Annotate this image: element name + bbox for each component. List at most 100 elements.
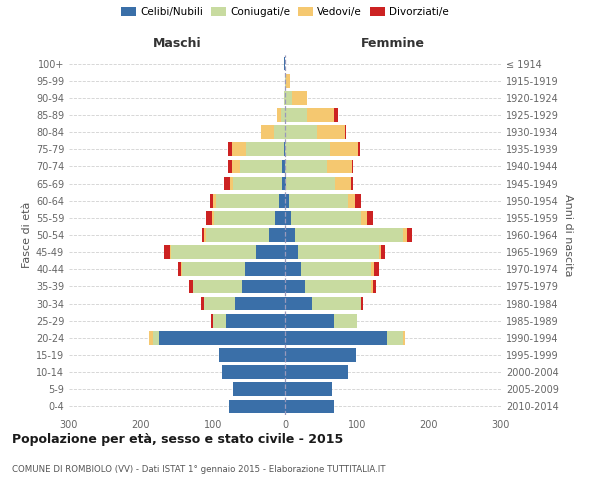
Bar — [295, 228, 403, 242]
Bar — [228, 142, 232, 156]
Bar — [358, 142, 360, 156]
Text: Popolazione per età, sesso e stato civile - 2015: Popolazione per età, sesso e stato civil… — [12, 432, 343, 446]
Bar — [286, 74, 290, 88]
Bar — [181, 262, 182, 276]
Bar — [285, 280, 305, 293]
Bar — [224, 176, 230, 190]
Bar — [351, 176, 353, 190]
Bar — [279, 194, 285, 207]
Bar — [335, 176, 351, 190]
Bar — [285, 160, 327, 173]
Bar — [285, 314, 334, 328]
Bar — [292, 91, 307, 104]
Bar — [289, 194, 347, 207]
Bar — [282, 176, 285, 190]
Bar — [347, 194, 355, 207]
Bar — [282, 160, 285, 173]
Bar — [361, 211, 367, 224]
Bar — [284, 142, 285, 156]
Bar — [307, 108, 334, 122]
Bar — [327, 160, 352, 173]
Bar — [305, 280, 371, 293]
Bar — [285, 246, 298, 259]
Bar — [285, 296, 313, 310]
Bar — [149, 331, 153, 344]
Bar — [403, 331, 404, 344]
Bar — [373, 280, 376, 293]
Bar — [291, 211, 361, 224]
Bar — [285, 74, 286, 88]
Bar — [275, 211, 285, 224]
Bar — [374, 262, 379, 276]
Bar — [274, 126, 285, 139]
Bar — [352, 160, 353, 173]
Bar — [241, 160, 282, 173]
Bar — [285, 331, 387, 344]
Bar — [285, 91, 292, 104]
Bar — [285, 262, 301, 276]
Bar — [210, 194, 213, 207]
Bar — [281, 108, 285, 122]
Bar — [361, 296, 364, 310]
Bar — [313, 296, 361, 310]
Bar — [205, 296, 235, 310]
Bar — [387, 331, 403, 344]
Bar — [233, 176, 282, 190]
Bar — [285, 194, 289, 207]
Bar — [367, 211, 373, 224]
Bar — [206, 211, 212, 224]
Legend: Celibi/Nubili, Coniugati/e, Vedovi/e, Divorziati/e: Celibi/Nubili, Coniugati/e, Vedovi/e, Di… — [117, 2, 453, 21]
Bar — [219, 348, 285, 362]
Bar — [382, 246, 385, 259]
Bar — [317, 126, 345, 139]
Text: Femmine: Femmine — [361, 37, 425, 50]
Bar — [226, 314, 285, 328]
Bar — [285, 142, 329, 156]
Bar — [329, 142, 358, 156]
Bar — [206, 228, 269, 242]
Bar — [277, 108, 281, 122]
Bar — [285, 400, 334, 413]
Bar — [246, 142, 284, 156]
Bar — [235, 296, 285, 310]
Bar — [213, 314, 226, 328]
Bar — [193, 280, 242, 293]
Bar — [285, 382, 332, 396]
Bar — [170, 246, 171, 259]
Y-axis label: Fasce di età: Fasce di età — [22, 202, 32, 268]
Bar — [285, 366, 349, 379]
Bar — [211, 314, 213, 328]
Bar — [285, 176, 286, 190]
Bar — [269, 228, 285, 242]
Bar — [261, 126, 274, 139]
Bar — [189, 280, 193, 293]
Bar — [164, 246, 170, 259]
Bar — [242, 280, 285, 293]
Bar — [371, 262, 374, 276]
Text: Maschi: Maschi — [152, 37, 202, 50]
Bar — [178, 262, 181, 276]
Bar — [285, 348, 356, 362]
Bar — [221, 366, 285, 379]
Bar — [182, 262, 245, 276]
Bar — [407, 228, 412, 242]
Bar — [201, 296, 205, 310]
Y-axis label: Anni di nascita: Anni di nascita — [563, 194, 572, 276]
Bar — [153, 331, 159, 344]
Bar — [334, 314, 357, 328]
Text: COMUNE DI ROMBIOLO (VV) - Dati ISTAT 1° gennaio 2015 - Elaborazione TUTTITALIA.I: COMUNE DI ROMBIOLO (VV) - Dati ISTAT 1° … — [12, 466, 386, 474]
Bar — [214, 211, 275, 224]
Bar — [205, 228, 206, 242]
Bar — [403, 228, 407, 242]
Bar — [298, 246, 379, 259]
Bar — [286, 176, 335, 190]
Bar — [233, 382, 285, 396]
Bar — [285, 211, 291, 224]
Bar — [285, 228, 295, 242]
Bar — [256, 246, 285, 259]
Bar — [245, 262, 285, 276]
Bar — [212, 211, 214, 224]
Bar — [232, 142, 246, 156]
Bar — [285, 126, 317, 139]
Bar — [213, 194, 216, 207]
